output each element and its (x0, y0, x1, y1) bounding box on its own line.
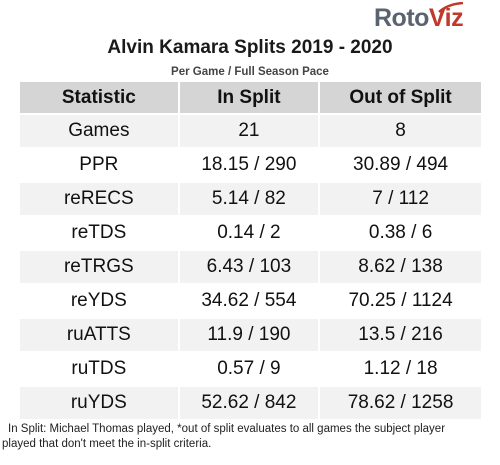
rotoviz-logo: RotoViz (374, 2, 478, 32)
table-row: ruTDS 0.57 / 9 1.12 / 18 (20, 353, 481, 385)
in-split-cell: 0.57 / 9 (179, 353, 319, 385)
logo-text-viz: Viz (428, 4, 464, 32)
table-header-row: Statistic In Split Out of Split (20, 82, 481, 113)
splits-table: Statistic In Split Out of Split Games 21… (18, 80, 483, 421)
footnote-line-1: In Split: Michael Thomas played, *out of… (8, 423, 446, 435)
stat-name-cell: reYDS (20, 285, 178, 317)
in-split-cell: 52.62 / 842 (179, 387, 319, 419)
out-of-split-cell: 78.62 / 1258 (320, 387, 481, 419)
table-row: reTRGS 6.43 / 103 8.62 / 138 (20, 251, 481, 283)
footnote: In Split: Michael Thomas played, *out of… (0, 422, 500, 452)
header-in-split: In Split (179, 82, 319, 113)
out-of-split-cell: 8.62 / 138 (320, 251, 481, 283)
stat-name-cell: ruYDS (20, 387, 178, 419)
stat-name-cell: ruATTS (20, 319, 178, 351)
stat-name-cell: PPR (20, 149, 178, 181)
table-row: reRECS 5.14 / 82 7 / 112 (20, 183, 481, 215)
out-of-split-cell: 1.12 / 18 (320, 353, 481, 385)
out-of-split-cell: 30.89 / 494 (320, 149, 481, 181)
header-statistic: Statistic (20, 82, 178, 113)
stat-name-cell: ruTDS (20, 353, 178, 385)
out-of-split-cell: 7 / 112 (320, 183, 481, 215)
table-row: PPR 18.15 / 290 30.89 / 494 (20, 149, 481, 181)
page-subtitle: Per Game / Full Season Pace (171, 66, 329, 78)
stat-name-cell: Games (20, 115, 178, 147)
logo-swoosh-icon (438, 2, 464, 13)
page-title: Alvin Kamara Splits 2019 - 2020 (107, 37, 393, 58)
table-row: ruYDS 52.62 / 842 78.62 / 1258 (20, 387, 481, 419)
header-out-of-split: Out of Split (320, 82, 481, 113)
out-of-split-cell: 0.38 / 6 (320, 217, 481, 249)
in-split-cell: 0.14 / 2 (179, 217, 319, 249)
stat-name-cell: reRECS (20, 183, 178, 215)
out-of-split-cell: 8 (320, 115, 481, 147)
in-split-cell: 5.14 / 82 (179, 183, 319, 215)
table-row: reTDS 0.14 / 2 0.38 / 6 (20, 217, 481, 249)
in-split-cell: 18.15 / 290 (179, 149, 319, 181)
out-of-split-cell: 70.25 / 1124 (320, 285, 481, 317)
in-split-cell: 6.43 / 103 (179, 251, 319, 283)
footnote-line-2: played that don't meet the in-split crit… (2, 438, 212, 450)
out-of-split-cell: 13.5 / 216 (320, 319, 481, 351)
table-row: reYDS 34.62 / 554 70.25 / 1124 (20, 285, 481, 317)
stat-name-cell: reTRGS (20, 251, 178, 283)
table-row: ruATTS 11.9 / 190 13.5 / 216 (20, 319, 481, 351)
logo-text: RotoViz (374, 4, 464, 32)
in-split-cell: 34.62 / 554 (179, 285, 319, 317)
table-row: Games 21 8 (20, 115, 481, 147)
in-split-cell: 21 (179, 115, 319, 147)
stat-name-cell: reTDS (20, 217, 178, 249)
in-split-cell: 11.9 / 190 (179, 319, 319, 351)
logo-text-roto: Roto (374, 4, 429, 32)
